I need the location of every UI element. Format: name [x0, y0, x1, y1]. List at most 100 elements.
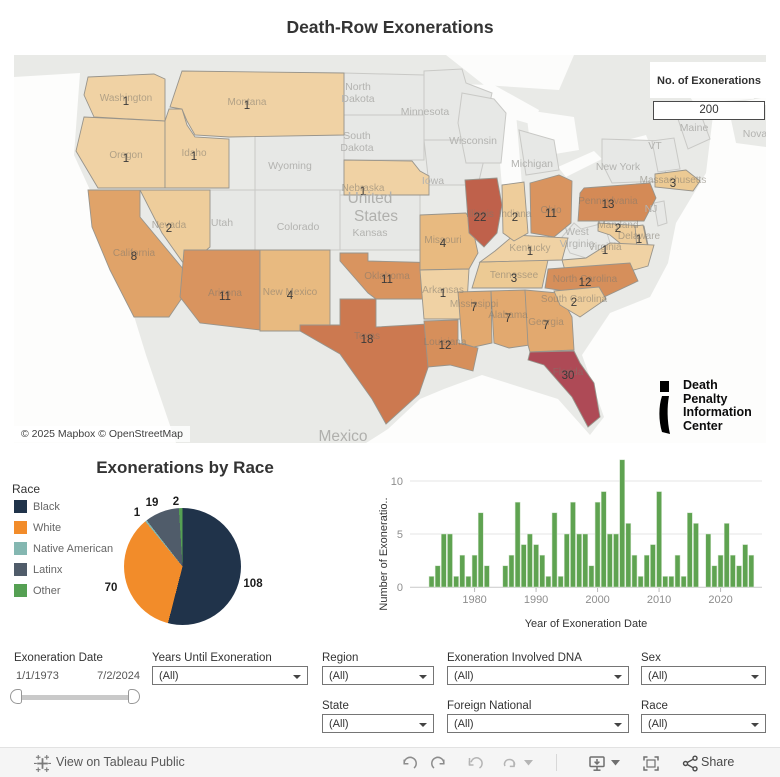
date-slider-track[interactable] — [16, 695, 134, 700]
bar-1981[interactable] — [477, 512, 484, 588]
state-no-data[interactable] — [254, 189, 341, 251]
race-pie-chart[interactable] — [124, 508, 241, 625]
bar-1993[interactable] — [551, 512, 558, 588]
state-FL[interactable] — [527, 350, 601, 428]
bar-1996[interactable] — [570, 501, 576, 588]
filter-race-dropdown[interactable]: (All) — [641, 714, 766, 733]
state-ID[interactable] — [164, 108, 230, 189]
bar-1978[interactable] — [459, 554, 466, 588]
bar-1973[interactable] — [428, 576, 435, 588]
bar-1975[interactable] — [441, 533, 447, 588]
fullscreen-icon[interactable] — [642, 755, 660, 772]
state-AL[interactable] — [490, 289, 531, 349]
bar-2009[interactable] — [650, 544, 656, 588]
state-no-data[interactable] — [518, 129, 560, 176]
filter-region-dropdown[interactable]: (All) — [322, 666, 434, 685]
bar-1976[interactable] — [447, 533, 453, 588]
state-OH[interactable] — [529, 174, 573, 238]
state-NE[interactable] — [343, 159, 430, 196]
bar-2016[interactable] — [693, 523, 699, 588]
state-AZ[interactable] — [179, 249, 261, 331]
bar-1986[interactable] — [508, 554, 515, 588]
bar-2002[interactable] — [607, 533, 613, 588]
bar-1991[interactable] — [539, 554, 545, 588]
bar-2021[interactable] — [723, 523, 730, 588]
bar-2020[interactable] — [717, 554, 724, 588]
filter-sex-dropdown[interactable]: (All) — [641, 666, 766, 685]
state-no-data[interactable] — [457, 92, 507, 164]
bar-1999[interactable] — [588, 565, 595, 588]
state-TX[interactable] — [299, 298, 449, 425]
bar-2008[interactable] — [644, 554, 650, 588]
bar-2023[interactable] — [736, 565, 742, 588]
date-slider-handle-left[interactable] — [10, 689, 22, 704]
bar-2012[interactable] — [668, 576, 675, 588]
revert-icon[interactable] — [466, 755, 483, 771]
bar-1997[interactable] — [576, 533, 582, 588]
bar-2019[interactable] — [711, 565, 718, 588]
state-IL[interactable] — [464, 177, 503, 248]
date-slider-handle-right[interactable] — [128, 689, 140, 704]
bar-1994[interactable] — [557, 576, 564, 588]
state-MT[interactable] — [169, 70, 345, 138]
state-MS[interactable] — [457, 290, 493, 348]
bar-1985[interactable] — [502, 565, 509, 588]
bar-2013[interactable] — [674, 554, 681, 588]
state-NC[interactable] — [544, 262, 639, 298]
bar-2005[interactable] — [625, 523, 632, 588]
state-no-data[interactable] — [653, 200, 668, 227]
bar-2025[interactable] — [748, 554, 755, 588]
state-OR[interactable] — [75, 116, 166, 189]
bar-1995[interactable] — [564, 533, 570, 588]
bar-1977[interactable] — [453, 576, 459, 588]
bar-2015[interactable] — [687, 512, 693, 588]
bar-1982[interactable] — [484, 565, 490, 588]
state-MA[interactable] — [654, 169, 701, 192]
state-IN[interactable] — [501, 181, 529, 242]
state-no-data[interactable] — [651, 137, 681, 173]
share-icon[interactable] — [682, 755, 699, 772]
bar-2014[interactable] — [680, 576, 687, 588]
bar-2000[interactable] — [594, 501, 601, 588]
bar-1980[interactable] — [471, 554, 478, 588]
share-button-label[interactable]: Share — [701, 755, 735, 769]
redo-icon[interactable] — [431, 755, 448, 771]
download-caret-icon[interactable] — [611, 760, 620, 766]
bar-1974[interactable] — [434, 565, 441, 588]
refresh-icon[interactable] — [501, 755, 518, 771]
bar-2010[interactable] — [656, 491, 662, 588]
refresh-caret-icon[interactable] — [524, 760, 533, 766]
bar-2007[interactable] — [637, 576, 644, 588]
state-LA[interactable] — [423, 319, 479, 372]
bar-1988[interactable] — [521, 544, 527, 588]
bar-1989[interactable] — [527, 533, 533, 588]
bar-2024[interactable] — [742, 544, 748, 588]
bar-2022[interactable] — [730, 554, 736, 588]
map-attribution[interactable]: © 2025 Mapbox © OpenStreetMap — [14, 426, 190, 442]
filter-state-dropdown[interactable]: (All) — [322, 714, 434, 733]
bar-2011[interactable] — [662, 576, 668, 588]
bar-1990[interactable] — [533, 544, 539, 588]
state-CA[interactable] — [87, 189, 185, 318]
bar-1987[interactable] — [514, 501, 521, 588]
filter-years-until-dropdown[interactable]: (All) — [152, 666, 308, 685]
pie-legend-title: Race — [12, 482, 41, 496]
state-PA[interactable] — [577, 182, 657, 222]
bar-1992[interactable] — [545, 576, 552, 588]
bar-2018[interactable] — [705, 533, 712, 588]
tableau-logo-icon[interactable] — [34, 755, 51, 772]
filter-dna-dropdown[interactable]: (All) — [447, 666, 629, 685]
download-icon[interactable] — [588, 755, 606, 772]
undo-icon[interactable] — [400, 755, 417, 771]
bar-1979[interactable] — [465, 576, 472, 588]
bar-1998[interactable] — [582, 533, 589, 588]
bar-2003[interactable] — [613, 533, 619, 588]
bar-2004[interactable] — [619, 459, 625, 588]
bar-2001[interactable] — [600, 491, 607, 588]
state-SC[interactable] — [553, 286, 607, 318]
map-legend-value[interactable]: 200 — [653, 101, 765, 120]
x-axis-tick: 2010 — [647, 594, 671, 606]
filter-foreign-national-dropdown[interactable]: (All) — [447, 714, 629, 733]
view-on-tableau-public-link[interactable]: View on Tableau Public — [56, 755, 185, 769]
bar-2006[interactable] — [631, 554, 638, 588]
